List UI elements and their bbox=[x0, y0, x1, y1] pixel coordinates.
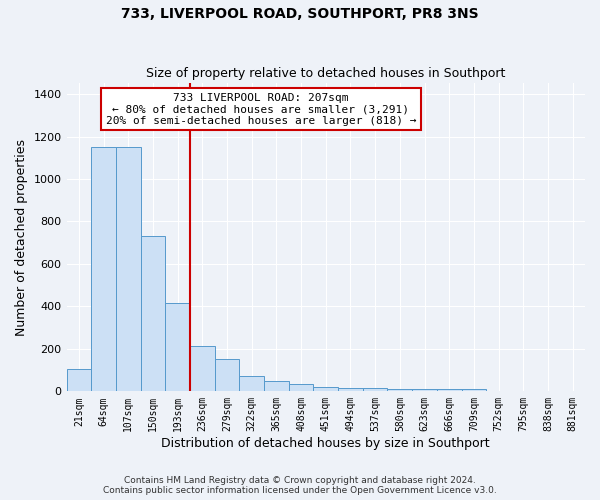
Bar bbox=[190, 346, 215, 392]
Bar bbox=[215, 360, 239, 392]
Bar bbox=[388, 389, 412, 392]
Text: Contains HM Land Registry data © Crown copyright and database right 2024.
Contai: Contains HM Land Registry data © Crown c… bbox=[103, 476, 497, 495]
Bar bbox=[412, 389, 437, 392]
Bar bbox=[264, 380, 289, 392]
Bar bbox=[116, 147, 140, 392]
Y-axis label: Number of detached properties: Number of detached properties bbox=[15, 139, 28, 336]
Text: 733, LIVERPOOL ROAD, SOUTHPORT, PR8 3NS: 733, LIVERPOOL ROAD, SOUTHPORT, PR8 3NS bbox=[121, 8, 479, 22]
Text: 733 LIVERPOOL ROAD: 207sqm
← 80% of detached houses are smaller (3,291)
20% of s: 733 LIVERPOOL ROAD: 207sqm ← 80% of deta… bbox=[106, 92, 416, 126]
Bar bbox=[363, 388, 388, 392]
Bar bbox=[461, 389, 486, 392]
Bar bbox=[289, 384, 313, 392]
Bar bbox=[165, 303, 190, 392]
Bar bbox=[239, 376, 264, 392]
Bar bbox=[313, 387, 338, 392]
Title: Size of property relative to detached houses in Southport: Size of property relative to detached ho… bbox=[146, 66, 505, 80]
Bar bbox=[338, 388, 363, 392]
Bar bbox=[91, 147, 116, 392]
Bar bbox=[437, 389, 461, 392]
Bar bbox=[67, 368, 91, 392]
Bar bbox=[140, 236, 165, 392]
X-axis label: Distribution of detached houses by size in Southport: Distribution of detached houses by size … bbox=[161, 437, 490, 450]
